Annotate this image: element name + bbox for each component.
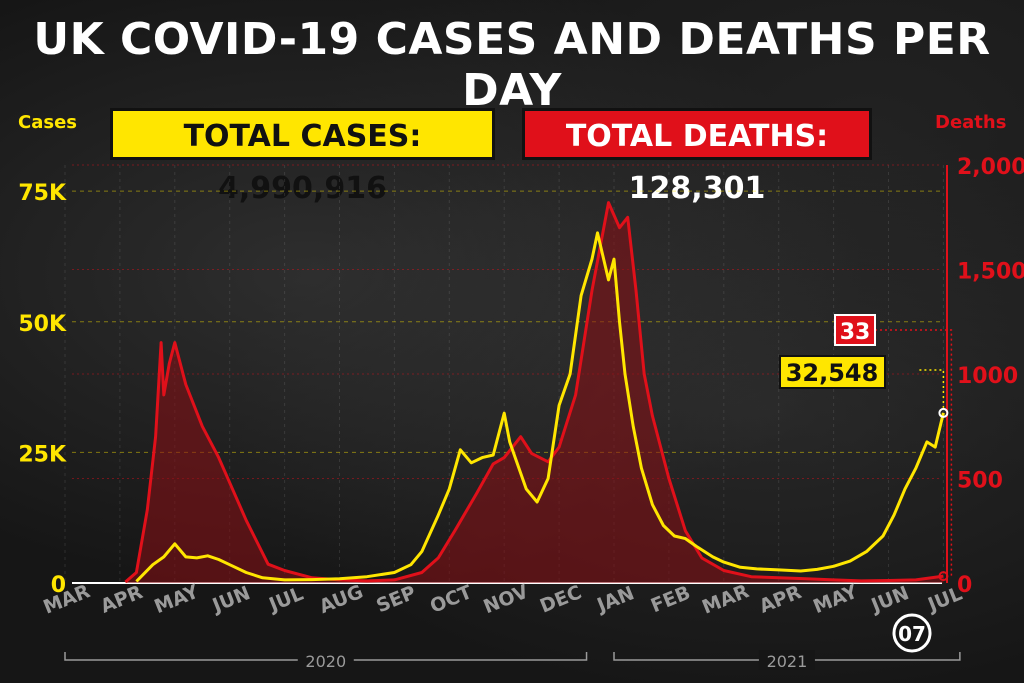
left-tick-label: 50K (18, 312, 67, 337)
x-tick-label: JUN (866, 582, 912, 618)
right-tick-label: 2,000 (957, 155, 1024, 180)
x-tick-label: MAY (151, 581, 202, 619)
right-tick-label: 500 (957, 469, 1003, 494)
x-tick-label: APR (97, 581, 146, 618)
x-tick-label: MAR (40, 580, 93, 619)
x-tick-label: JUN (208, 582, 254, 618)
cases-endpoint (938, 407, 949, 418)
right-tick-label: 0 (957, 573, 972, 598)
cases-annotation-box (779, 355, 886, 389)
year-label-bg (758, 650, 815, 670)
cases-annotation-leader (919, 369, 945, 408)
x-tick-label: NOV (480, 580, 531, 618)
x-tick-label: JUL (264, 583, 306, 617)
deaths-annotation-box (834, 314, 876, 346)
right-tick-label: 1,500 (957, 260, 1024, 285)
right-axis-title: Deaths (935, 112, 1007, 133)
x-tick-label: DEC (537, 581, 585, 617)
x-tick-label: MAY (810, 581, 861, 619)
deaths-annotation-leader (870, 329, 953, 577)
cases-annotation-label: 32,548 (786, 359, 879, 387)
left-tick-label: 25K (18, 442, 67, 467)
x-tick-label: JUL (923, 583, 965, 617)
x-tick-label: JAN (592, 582, 637, 617)
left-tick-label: 75K (18, 181, 67, 206)
x-tick-label: APR (756, 581, 805, 618)
deaths-annotation-label: 33 (840, 320, 871, 345)
right-tick-label: 1000 (957, 364, 1018, 389)
end-date-label: 07 (898, 622, 926, 646)
year-label-bg (297, 650, 354, 670)
deaths-line (124, 201, 944, 584)
x-tick-label: MAR (699, 580, 752, 619)
deaths-endpoint (938, 571, 949, 582)
cases-line (135, 231, 945, 583)
year-label: 2021 (767, 652, 808, 671)
x-tick-label: OCT (427, 581, 475, 618)
total-cases-box: TOTAL CASES: 4,990,916 (110, 108, 495, 206)
x-tick-label: SEP (373, 582, 419, 618)
left-axis-title: Cases (18, 112, 77, 133)
x-tick-label: AUG (316, 581, 366, 618)
total-deaths-box: TOTAL DEATHS: 128,301 (522, 108, 872, 206)
chart-title: UK COVID-19 CASES AND DEATHS PER DAY (33, 14, 991, 116)
deaths-area (125, 202, 944, 583)
x-tick-label: FEB (648, 582, 694, 618)
year-label: 2020 (305, 652, 346, 671)
end-date-marker (892, 613, 932, 653)
left-tick-label: 0 (51, 573, 66, 598)
